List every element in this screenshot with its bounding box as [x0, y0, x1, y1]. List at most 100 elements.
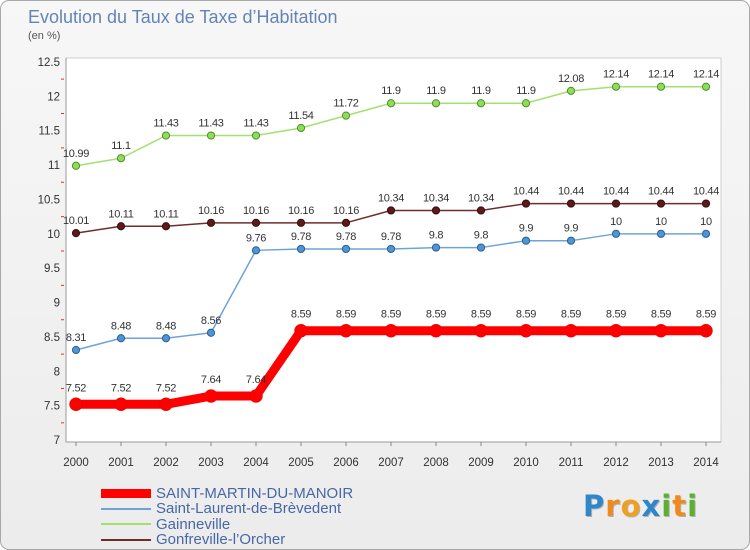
data-point: [206, 218, 216, 227]
y-tick-label: 10: [47, 229, 60, 241]
data-point: [296, 244, 306, 254]
data-point: [656, 82, 666, 91]
chart-subtitle: (en %): [28, 30, 61, 42]
data-label: 11.1: [111, 140, 131, 152]
data-point: [566, 199, 576, 208]
data-point: [251, 131, 261, 140]
data-point: [429, 323, 443, 338]
data-label: 7.64: [246, 374, 266, 386]
data-label: 10.34: [423, 192, 449, 204]
series-saint-laurent-de-brevedent: [71, 229, 711, 355]
data-point: [296, 218, 306, 227]
data-label: 10.16: [198, 205, 224, 217]
data-point: [609, 323, 623, 338]
data-point: [341, 218, 351, 227]
legend-swatch: [101, 489, 151, 499]
data-label: 10.16: [288, 205, 314, 217]
data-label: 10.44: [603, 186, 629, 198]
data-point: [161, 334, 171, 343]
data-point: [699, 323, 713, 338]
data-label: 10.16: [243, 205, 269, 217]
data-point: [386, 244, 396, 254]
data-point: [701, 229, 711, 238]
x-tick-label: 2005: [288, 457, 314, 469]
data-point: [476, 206, 486, 215]
data-point: [386, 99, 396, 108]
data-point: [521, 236, 531, 245]
data-label: 8.48: [156, 320, 176, 332]
data-point: [474, 323, 488, 338]
data-point: [431, 206, 441, 215]
data-point: [701, 82, 711, 91]
data-point: [296, 123, 306, 133]
x-tick-label: 2006: [333, 457, 359, 469]
data-label: 11.9: [426, 85, 446, 97]
data-label: 7.52: [111, 382, 131, 394]
y-tick-label: 7: [54, 435, 60, 447]
legend-swatch: [101, 523, 151, 526]
logo-letter: i: [661, 489, 673, 523]
data-point: [159, 397, 173, 412]
x-tick-label: 2000: [63, 457, 89, 469]
data-label: 8.59: [336, 309, 356, 321]
data-label: 11.9: [516, 85, 536, 97]
x-tick-label: 2008: [423, 457, 449, 469]
y-axis: 7 7.5 8 8.5 9 9.5 10 10.5 11 11.5 12 12.5: [38, 57, 64, 447]
series-gainneville: [71, 82, 711, 170]
y-tick-label: 10.5: [38, 194, 60, 206]
data-label: 9.8: [429, 230, 444, 242]
data-label: 10.44: [513, 186, 539, 198]
y-tick-label: 11.5: [38, 126, 60, 138]
data-label: 8.59: [426, 309, 446, 321]
data-point: [206, 328, 216, 337]
legend-item-gainneville: Gainneville: [101, 516, 353, 533]
data-point: [654, 323, 668, 338]
data-point: [116, 222, 126, 231]
data-point: [519, 323, 533, 338]
data-point: [384, 323, 398, 338]
data-point: [476, 243, 486, 252]
y-tick-label: 7.5: [44, 401, 60, 413]
data-label: 8.56: [201, 315, 221, 327]
legend-item-gonfreville-l-orcher: Gonfreville-l’Orcher: [101, 531, 353, 548]
legend-item-saint-martin-du-manoir: SAINT-MARTIN-DU-MANOIR: [101, 485, 353, 502]
data-label: 11.54: [288, 110, 313, 122]
data-point: [566, 86, 576, 95]
data-label: 9.9: [564, 223, 579, 235]
series-layer: [69, 82, 713, 412]
data-label: 10.44: [693, 186, 719, 198]
data-label: 12.08: [558, 73, 584, 85]
data-label: 8.59: [381, 309, 401, 321]
data-label: 10.11: [108, 208, 133, 220]
data-point: [161, 222, 171, 231]
data-label: 11.9: [471, 85, 491, 97]
data-label: 9.78: [381, 231, 401, 243]
data-label: 8.59: [696, 309, 716, 321]
data-point: [71, 345, 81, 355]
logo-letter: i: [687, 489, 699, 523]
data-point: [341, 111, 351, 120]
x-tick-label: 2003: [198, 457, 224, 469]
x-tick-label: 2002: [153, 457, 179, 469]
data-label: 11.43: [198, 118, 223, 130]
data-label: 7.52: [156, 382, 176, 394]
data-point: [611, 199, 621, 208]
data-label: 12.14: [693, 69, 719, 81]
data-label: 9.76: [246, 232, 266, 244]
y-tick-label: 9.5: [44, 263, 60, 275]
logo-letter: t: [672, 489, 688, 523]
data-label: 12.14: [603, 69, 629, 81]
data-point: [206, 131, 216, 140]
data-point: [701, 199, 711, 208]
data-label: 11.9: [381, 85, 401, 97]
x-tick-label: 2011: [559, 457, 584, 469]
data-label: 8.59: [471, 309, 491, 321]
y-tick-label: 8.5: [44, 332, 60, 344]
data-point: [116, 334, 126, 343]
logo-letter: x: [641, 489, 662, 523]
data-label: 8.59: [516, 309, 536, 321]
data-point: [611, 229, 621, 238]
x-tick-label: 2009: [468, 457, 494, 469]
x-tick-label: 2007: [378, 457, 404, 469]
